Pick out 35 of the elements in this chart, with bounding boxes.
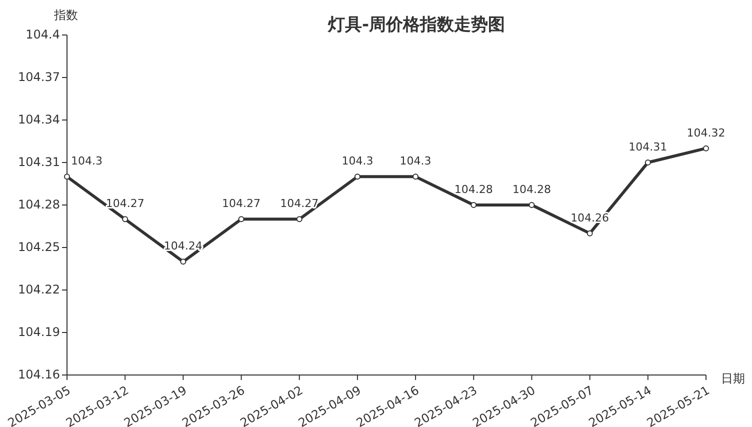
y-tick-label: 104.25 <box>18 240 60 254</box>
y-tick-label: 104.4 <box>26 27 60 42</box>
point <box>238 216 244 222</box>
y-tick-label: 104.22 <box>18 282 60 296</box>
y-tick-label: 104.16 <box>18 367 60 382</box>
data-label: 104.3 <box>71 154 102 168</box>
point <box>644 160 651 166</box>
y-tick-label: 104.31 <box>18 154 60 169</box>
y-tick-label: 104.19 <box>18 324 60 339</box>
point <box>528 202 535 208</box>
x-axis-title: 日期 <box>721 371 745 386</box>
y-tick-label: 104.34 <box>18 112 60 126</box>
point <box>703 145 709 152</box>
data-label: 104.28 <box>512 183 551 196</box>
point <box>586 230 593 236</box>
point <box>354 174 360 180</box>
point <box>412 174 419 180</box>
data-label: 104.27 <box>280 197 319 210</box>
point <box>180 258 186 265</box>
chart-title: 灯具-周价格指数走势图 <box>326 15 506 35</box>
point <box>122 216 128 222</box>
data-label: 104.27 <box>106 197 144 210</box>
data-label: 104.32 <box>686 126 726 140</box>
data-label: 104.27 <box>222 197 261 210</box>
data-label: 104.3 <box>400 154 432 168</box>
y-tick-label: 104.28 <box>18 197 60 212</box>
point <box>64 174 70 180</box>
y-axis-title: 指数 <box>53 8 78 22</box>
data-label: 104.28 <box>454 183 493 196</box>
point <box>470 202 477 208</box>
data-label: 104.24 <box>164 240 202 253</box>
y-tick-label: 104.37 <box>18 70 60 84</box>
data-label: 104.31 <box>628 140 668 154</box>
data-label: 104.3 <box>342 154 374 168</box>
point <box>296 216 302 222</box>
